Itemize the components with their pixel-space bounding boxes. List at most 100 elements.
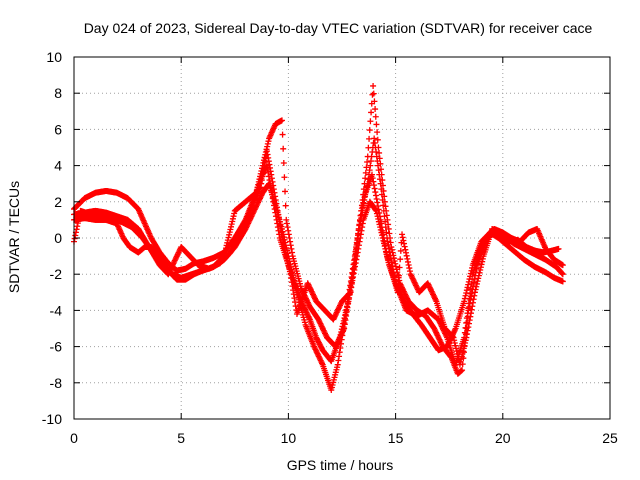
data-point [465, 320, 472, 327]
chart-title: Day 024 of 2023, Sidereal Day-to-day VTE… [84, 20, 593, 36]
data-point [373, 121, 380, 128]
data-point [463, 319, 470, 326]
data-point [372, 192, 379, 199]
data-point [355, 230, 362, 237]
data-point [474, 278, 481, 285]
data-point [374, 136, 381, 143]
data-point [374, 199, 381, 206]
data-point [280, 145, 287, 152]
data-point [366, 127, 373, 134]
data-point [370, 182, 377, 189]
data-point [339, 328, 346, 335]
data-point [402, 246, 409, 253]
data-point [394, 271, 401, 278]
data-point [382, 218, 389, 225]
data-point [559, 278, 566, 285]
data-point [469, 303, 476, 310]
data-point [477, 264, 484, 271]
grid-lines [74, 57, 610, 419]
data-point [405, 262, 412, 269]
x-tick-label: 20 [495, 430, 511, 446]
data-point [469, 276, 476, 283]
data-point [400, 237, 407, 244]
data-point [402, 249, 409, 256]
data-point [363, 164, 370, 171]
y-tick-label: 8 [54, 85, 62, 101]
data-point [479, 258, 486, 265]
x-axis-label: GPS time / hours [287, 457, 394, 473]
data-point [371, 185, 378, 192]
data-point [465, 281, 472, 288]
data-point [406, 265, 413, 272]
data-point [465, 305, 472, 312]
data-point [467, 313, 474, 320]
data-point [462, 292, 469, 299]
y-axis-tick-labels: -10 -8 -6 -4 -2 0 2 4 6 8 10 [42, 49, 62, 427]
data-point [341, 319, 348, 326]
data-point [338, 336, 345, 343]
data-point [341, 315, 348, 322]
data-point [401, 243, 408, 250]
data-point [372, 106, 379, 113]
data-point [378, 186, 385, 193]
data-point [469, 299, 476, 306]
y-tick-label: -8 [50, 375, 63, 391]
data-point [559, 271, 566, 278]
x-tick-label: 10 [281, 430, 297, 446]
data-point [464, 331, 471, 338]
data-point [397, 247, 404, 254]
data-point [366, 135, 373, 142]
data-point [387, 252, 394, 259]
data-point [374, 202, 381, 209]
data-point [376, 149, 383, 156]
data-point [378, 191, 385, 198]
y-tick-label: 2 [54, 194, 62, 210]
data-point [352, 250, 359, 257]
data-point [375, 206, 382, 213]
data-point [372, 113, 379, 120]
x-tick-label: 15 [388, 430, 404, 446]
y-tick-label: -10 [42, 411, 62, 427]
data-point [370, 82, 377, 89]
data-point [463, 287, 470, 294]
y-tick-label: 6 [54, 121, 62, 137]
data-point [380, 207, 387, 214]
data-point [339, 332, 346, 339]
data-point [282, 188, 289, 195]
data-point [369, 175, 376, 182]
data-point [336, 349, 343, 356]
data-point [336, 353, 343, 360]
data-point [374, 129, 381, 136]
data-point [377, 180, 384, 187]
data-point [342, 311, 349, 318]
data-point [399, 234, 406, 241]
data-point [346, 289, 353, 296]
data-point [468, 280, 475, 287]
data-point [466, 295, 473, 302]
data-point [350, 269, 357, 276]
data-point [555, 245, 562, 252]
data-point [367, 118, 374, 125]
data-point [471, 292, 478, 299]
data-point [340, 324, 347, 331]
data-point [343, 307, 350, 314]
data-point [348, 284, 355, 291]
data-point [394, 269, 401, 276]
data-point [464, 327, 471, 334]
x-axis-tick-labels: 0 5 10 15 20 25 [70, 430, 618, 446]
y-tick-label: -4 [50, 302, 63, 318]
data-point [379, 196, 386, 203]
data-point [338, 340, 345, 347]
data-point [465, 324, 472, 331]
data-point [334, 361, 341, 368]
data-point [278, 117, 285, 124]
data-point [461, 298, 468, 305]
data-point [459, 367, 466, 374]
data-point [368, 109, 375, 116]
data-point [349, 274, 356, 281]
data-point [475, 272, 482, 279]
data-point [463, 334, 470, 341]
data-point [354, 240, 361, 247]
x-tick-label: 5 [177, 430, 185, 446]
